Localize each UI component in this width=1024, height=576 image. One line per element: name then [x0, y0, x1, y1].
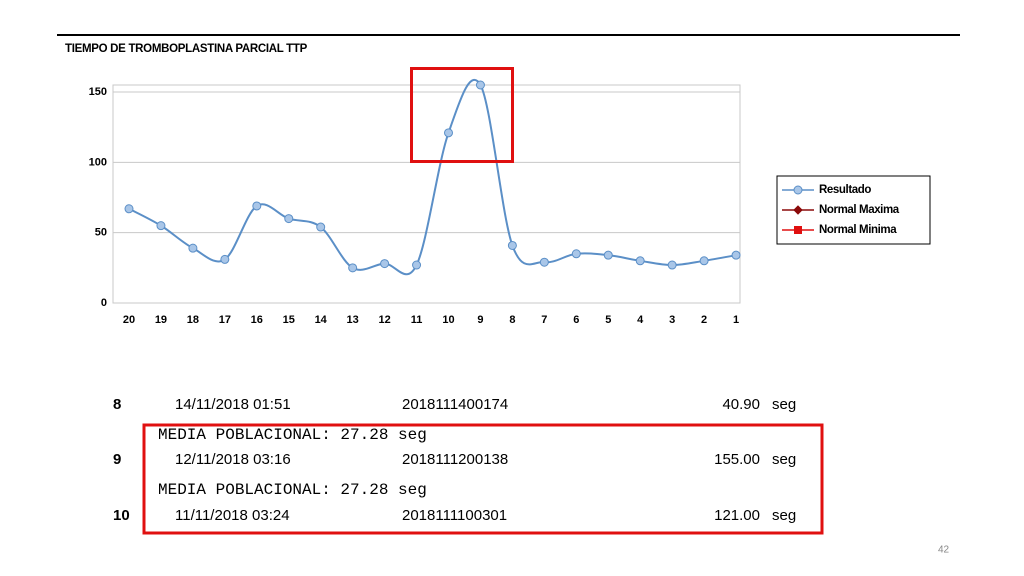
- data-point: [252, 201, 262, 211]
- page-number: 42: [938, 545, 950, 556]
- x-tick-label: 16: [251, 314, 263, 326]
- cell: 11/11/2018 03:24: [175, 507, 290, 524]
- data-point: [348, 263, 358, 273]
- cell: 2018111200138: [402, 451, 508, 468]
- y-tick-label: 150: [89, 86, 107, 98]
- x-tick-label: 13: [347, 314, 359, 326]
- data-point: [667, 260, 677, 270]
- cell: 2018111100301: [402, 507, 507, 524]
- x-tick-label: 12: [378, 314, 390, 326]
- cell: 10: [113, 507, 130, 524]
- x-tick-label: 8: [509, 314, 515, 326]
- cell: seg: [772, 396, 796, 413]
- x-tick-label: 6: [573, 314, 579, 326]
- x-tick-label: 7: [541, 314, 547, 326]
- cell: 8: [113, 396, 121, 413]
- data-point: [412, 260, 422, 270]
- chart-title: TIEMPO DE TROMBOPLASTINA PARCIAL TTP: [65, 43, 308, 55]
- legend-label: Normal Maxima: [819, 204, 900, 216]
- data-point: [731, 250, 741, 260]
- legend-marker: [794, 226, 802, 234]
- data-point: [507, 240, 517, 250]
- x-tick-label: 11: [411, 314, 423, 326]
- data-point: [188, 243, 198, 253]
- x-tick-label: 15: [283, 314, 295, 326]
- legend-label: Normal Minima: [819, 224, 897, 236]
- x-tick-label: 20: [123, 314, 135, 326]
- note: MEDIA POBLACIONAL: 27.28 seg: [158, 481, 427, 499]
- x-tick-label: 17: [219, 314, 231, 326]
- data-point: [316, 222, 326, 232]
- x-tick-label: 14: [315, 314, 328, 326]
- data-point: [156, 221, 166, 231]
- series-line: [128, 78, 737, 276]
- y-tick-label: 0: [101, 297, 107, 309]
- x-tick-label: 18: [187, 314, 199, 326]
- legend-label: Resultado: [819, 184, 871, 196]
- y-tick-label: 50: [95, 227, 107, 239]
- legend-marker: [793, 205, 803, 215]
- cell: 40.90: [722, 396, 760, 413]
- data-point: [539, 257, 549, 267]
- data-point: [444, 128, 453, 138]
- cell: 9: [113, 451, 121, 468]
- x-tick-label: 5: [605, 314, 611, 326]
- cell: 2018111400174: [402, 396, 508, 413]
- data-point: [635, 256, 645, 266]
- y-tick-label: 100: [89, 156, 107, 168]
- cell: 12/11/2018 03:16: [175, 451, 291, 468]
- cell: seg: [772, 507, 796, 524]
- plot-area: [112, 84, 741, 304]
- data-point: [475, 80, 485, 90]
- cell: 121.00: [714, 507, 760, 524]
- x-tick-label: 19: [155, 314, 167, 326]
- note: MEDIA POBLACIONAL: 27.28 seg: [158, 426, 427, 444]
- legend-marker: [793, 185, 803, 195]
- x-tick-label: 1: [733, 314, 739, 326]
- data-point: [380, 259, 390, 269]
- x-tick-label: 4: [637, 314, 644, 326]
- cell: seg: [772, 451, 796, 468]
- data-point: [284, 214, 294, 224]
- x-tick-label: 10: [442, 314, 454, 326]
- data-point: [603, 250, 613, 260]
- data-point: [220, 254, 230, 264]
- x-tick-label: 3: [669, 314, 675, 326]
- data-point: [571, 249, 581, 259]
- highlight-box: [142, 423, 824, 535]
- highlight-box: [410, 67, 514, 163]
- data-point: [699, 256, 709, 266]
- data-point: [124, 204, 134, 214]
- x-tick-label: 2: [701, 314, 707, 326]
- cell: 14/11/2018 01:51: [175, 396, 291, 413]
- x-tick-label: 9: [477, 314, 483, 326]
- cell: 155.00: [714, 451, 760, 468]
